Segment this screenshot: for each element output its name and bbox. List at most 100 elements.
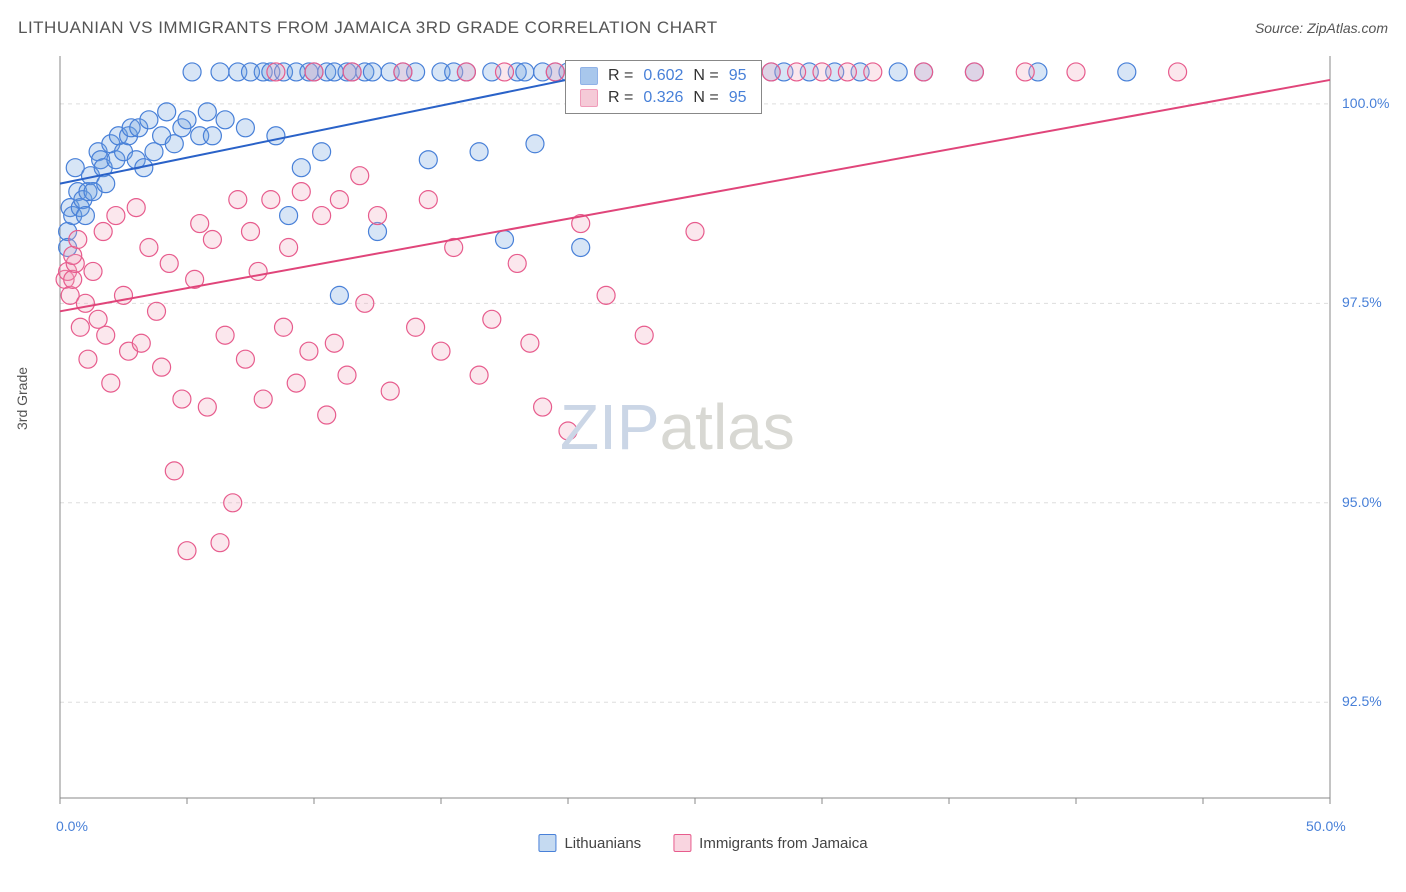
data-point: [635, 326, 653, 344]
data-point: [1169, 63, 1187, 81]
data-point: [1118, 63, 1136, 81]
data-point: [496, 63, 514, 81]
data-point: [69, 231, 87, 249]
r-value: 0.602: [643, 67, 683, 85]
x-tick-label: 0.0%: [56, 818, 88, 834]
data-point: [97, 175, 115, 193]
r-label: R =: [608, 67, 633, 85]
data-point: [300, 342, 318, 360]
stats-swatch: [580, 89, 598, 107]
data-point: [76, 294, 94, 312]
data-point: [432, 342, 450, 360]
data-point: [236, 119, 254, 137]
data-point: [191, 215, 209, 233]
data-point: [203, 127, 221, 145]
legend-swatch: [673, 834, 691, 852]
data-point: [915, 63, 933, 81]
stats-swatch: [580, 67, 598, 85]
data-point: [330, 191, 348, 209]
data-point: [369, 207, 387, 225]
data-point: [363, 63, 381, 81]
data-point: [198, 103, 216, 121]
data-point: [864, 63, 882, 81]
data-point: [889, 63, 907, 81]
data-point: [407, 318, 425, 336]
data-point: [516, 63, 534, 81]
data-point: [262, 191, 280, 209]
y-tick-label: 100.0%: [1342, 95, 1389, 111]
y-tick-label: 92.5%: [1342, 693, 1382, 709]
data-point: [381, 382, 399, 400]
data-point: [71, 318, 89, 336]
data-point: [686, 223, 704, 241]
data-point: [356, 294, 374, 312]
data-point: [470, 143, 488, 161]
data-point: [292, 159, 310, 177]
data-point: [140, 238, 158, 256]
r-value: 0.326: [643, 89, 683, 107]
data-point: [457, 63, 475, 81]
trend-line: [60, 80, 1330, 311]
data-point: [318, 406, 336, 424]
legend: Lithuanians Immigrants from Jamaica: [538, 834, 867, 852]
data-point: [79, 350, 97, 368]
data-point: [313, 207, 331, 225]
scatter-chart: [50, 48, 1390, 838]
data-point: [325, 334, 343, 352]
data-point: [64, 246, 82, 264]
data-point: [254, 390, 272, 408]
data-point: [183, 63, 201, 81]
data-point: [211, 63, 229, 81]
data-point: [153, 358, 171, 376]
chart-title: LITHUANIAN VS IMMIGRANTS FROM JAMAICA 3R…: [18, 18, 718, 38]
data-point: [178, 111, 196, 129]
data-point: [508, 254, 526, 272]
data-point: [224, 494, 242, 512]
y-tick-label: 95.0%: [1342, 494, 1382, 510]
data-point: [229, 191, 247, 209]
data-point: [496, 231, 514, 249]
r-label: R =: [608, 89, 633, 107]
data-point: [132, 334, 150, 352]
data-point: [216, 111, 234, 129]
data-point: [534, 398, 552, 416]
data-point: [526, 135, 544, 153]
data-point: [76, 207, 94, 225]
y-tick-label: 97.5%: [1342, 294, 1382, 310]
data-point: [211, 534, 229, 552]
data-point: [546, 63, 564, 81]
data-point: [102, 374, 120, 392]
data-point: [148, 302, 166, 320]
legend-item: Lithuanians: [538, 834, 641, 852]
data-point: [813, 63, 831, 81]
data-point: [165, 135, 183, 153]
data-point: [64, 270, 82, 288]
data-point: [369, 223, 387, 241]
data-point: [107, 207, 125, 225]
data-point: [160, 254, 178, 272]
data-point: [1016, 63, 1034, 81]
data-point: [483, 310, 501, 328]
data-point: [236, 350, 254, 368]
title-bar: LITHUANIAN VS IMMIGRANTS FROM JAMAICA 3R…: [18, 18, 1388, 38]
n-label: N =: [693, 89, 718, 107]
n-value: 95: [729, 89, 747, 107]
data-point: [559, 422, 577, 440]
data-point: [145, 143, 163, 161]
data-point: [249, 262, 267, 280]
data-point: [89, 310, 107, 328]
data-point: [216, 326, 234, 344]
data-point: [338, 366, 356, 384]
data-point: [330, 286, 348, 304]
data-point: [140, 111, 158, 129]
data-point: [280, 238, 298, 256]
correlation-stats-box: R =0.602N =95R =0.326N =95: [565, 60, 762, 114]
legend-label: Lithuanians: [564, 835, 641, 852]
data-point: [84, 262, 102, 280]
data-point: [97, 326, 115, 344]
data-point: [965, 63, 983, 81]
legend-item: Immigrants from Jamaica: [673, 834, 867, 852]
data-point: [343, 63, 361, 81]
data-point: [762, 63, 780, 81]
data-point: [419, 151, 437, 169]
